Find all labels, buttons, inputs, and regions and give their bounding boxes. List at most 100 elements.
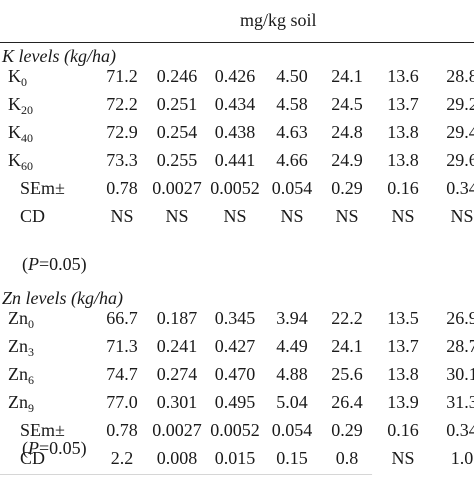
table-row: Zn3 71.3 0.241 0.427 4.49 24.1 13.7 28.7 [0,336,474,362]
row-label-text: Zn [8,392,28,412]
table-row: Zn9 77.0 0.301 0.495 5.04 26.4 13.9 31.3 [0,392,474,418]
table-row: K60 73.3 0.255 0.441 4.66 24.9 13.8 29.6 [0,150,474,176]
table-cell: 4.49 [276,336,308,356]
table-row: K20 72.2 0.251 0.434 4.58 24.5 13.7 29.2 [0,94,474,120]
table-cell: 0.29 [331,178,363,198]
table-cell: 0.274 [156,364,198,384]
table-cell: NS [450,206,474,226]
row-label: K40 [8,122,33,146]
row-label: CD [20,206,45,227]
row-label-text: SEm± [20,178,65,198]
table-cell: 0.29 [331,420,363,440]
table-cell: 0.441 [214,150,256,170]
table-cell: 0.16 [387,420,419,440]
table-cell: 0.427 [214,336,256,356]
row-label: SEm± [20,178,65,199]
header-rule [0,42,474,43]
table-cell: 4.58 [276,94,308,114]
table-row: Zn0 66.7 0.187 0.345 3.94 22.2 13.5 26.9 [0,308,474,334]
table-row: K40 72.9 0.254 0.438 4.63 24.8 13.8 29.4 [0,122,474,148]
table-cell: NS [391,448,415,468]
table-cell: 74.7 [106,364,138,384]
row-label: K60 [8,150,33,174]
row-label-subscript: 0 [21,75,27,89]
table-cell: 77.0 [106,392,138,412]
table-cell: 1.0 [450,448,474,468]
table-cell: 71.3 [106,336,138,356]
row-label: Zn9 [8,392,34,416]
table-cell: 0.495 [214,392,256,412]
table-cell: NS [391,206,415,226]
table-cell: 24.5 [331,94,363,114]
table-cell: 0.34 [446,178,474,198]
table-cell: 0.434 [214,94,256,114]
row-label-text: SEm± [20,420,65,440]
table-cell: 5.04 [276,392,308,412]
row-label: K0 [8,66,27,90]
table-cell: 30.1 [446,364,474,384]
table-cell: 0.254 [156,122,198,142]
table-cell: 4.63 [276,122,308,142]
table-cell: 24.1 [331,66,363,86]
table-cell: 0.241 [156,336,198,356]
table-row: Zn6 74.7 0.274 0.470 4.88 25.6 13.8 30.1 [0,364,474,390]
table-cell: 24.8 [331,122,363,142]
zn-cd-note-p: P [28,438,39,458]
table-cell: 28.7 [446,336,474,356]
row-label: K20 [8,94,33,118]
row-label: SEm± [20,420,65,441]
table-cell: 31.3 [446,392,474,412]
table-row: CD 2.2 0.008 0.015 0.15 0.8 NS 1.0 [0,448,474,474]
table-cell: 0.246 [156,66,198,86]
table-cell: 26.9 [446,308,474,328]
table-cell: 28.8 [446,66,474,86]
table-row: K0 71.2 0.246 0.426 4.50 24.1 13.6 28.8 [0,66,474,92]
table-cell: 29.2 [446,94,474,114]
row-label-subscript: 20 [21,103,33,117]
table-cell: 29.4 [446,122,474,142]
table-cell: 26.4 [331,392,363,412]
k-cd-note-p: P [28,254,39,274]
zn-cd-note: (P=0.05) [22,438,87,458]
table-cell: 2.2 [110,448,134,468]
table-cell: 0.015 [214,448,256,468]
table-cell: 13.5 [387,308,419,328]
row-label: CD [20,448,45,469]
row-label-subscript: 6 [28,373,34,387]
table-cell: 0.0027 [152,178,202,198]
row-label-subscript: 40 [21,131,33,145]
table-cell: 0.054 [271,178,313,198]
table-cell: 71.2 [106,66,138,86]
table-cell: 0.054 [271,420,313,440]
unit-header: mg/kg soil [240,10,317,30]
table-cell: 0.78 [106,178,138,198]
row-label-subscript: 0 [28,317,34,331]
k-section-title: K levels (kg/ha) [2,46,116,66]
row-label: Zn6 [8,364,34,388]
zn-section-title: Zn levels (kg/ha) [2,288,123,308]
table-cell: 0.470 [214,364,256,384]
table-cell: 13.6 [387,66,419,86]
table-cell: 72.9 [106,122,138,142]
table-cell: 0.0052 [210,420,260,440]
row-label-subscript: 3 [28,345,34,359]
table-cell: 0.255 [156,150,198,170]
row-label-text: CD [20,206,46,226]
row-label: Zn3 [8,336,34,360]
table-cell: NS [335,206,359,226]
table-cell: 0.008 [156,448,198,468]
table-cell: 73.3 [106,150,138,170]
table-cell: 4.88 [276,364,308,384]
row-label-text: K [8,94,21,114]
table-cell: NS [110,206,134,226]
row-label-text: K [8,150,21,170]
row-label-subscript: 9 [28,401,34,415]
table-cell: 29.6 [446,150,474,170]
row-label-subscript: 60 [21,159,33,173]
table-cell: 72.2 [106,94,138,114]
table-cell: 0.251 [156,94,198,114]
row-label-text: Zn [8,308,28,328]
table-cell: 0.78 [106,420,138,440]
table-row: CD NS NS NS NS NS NS NS [0,206,474,232]
table-cell: 22.2 [331,308,363,328]
